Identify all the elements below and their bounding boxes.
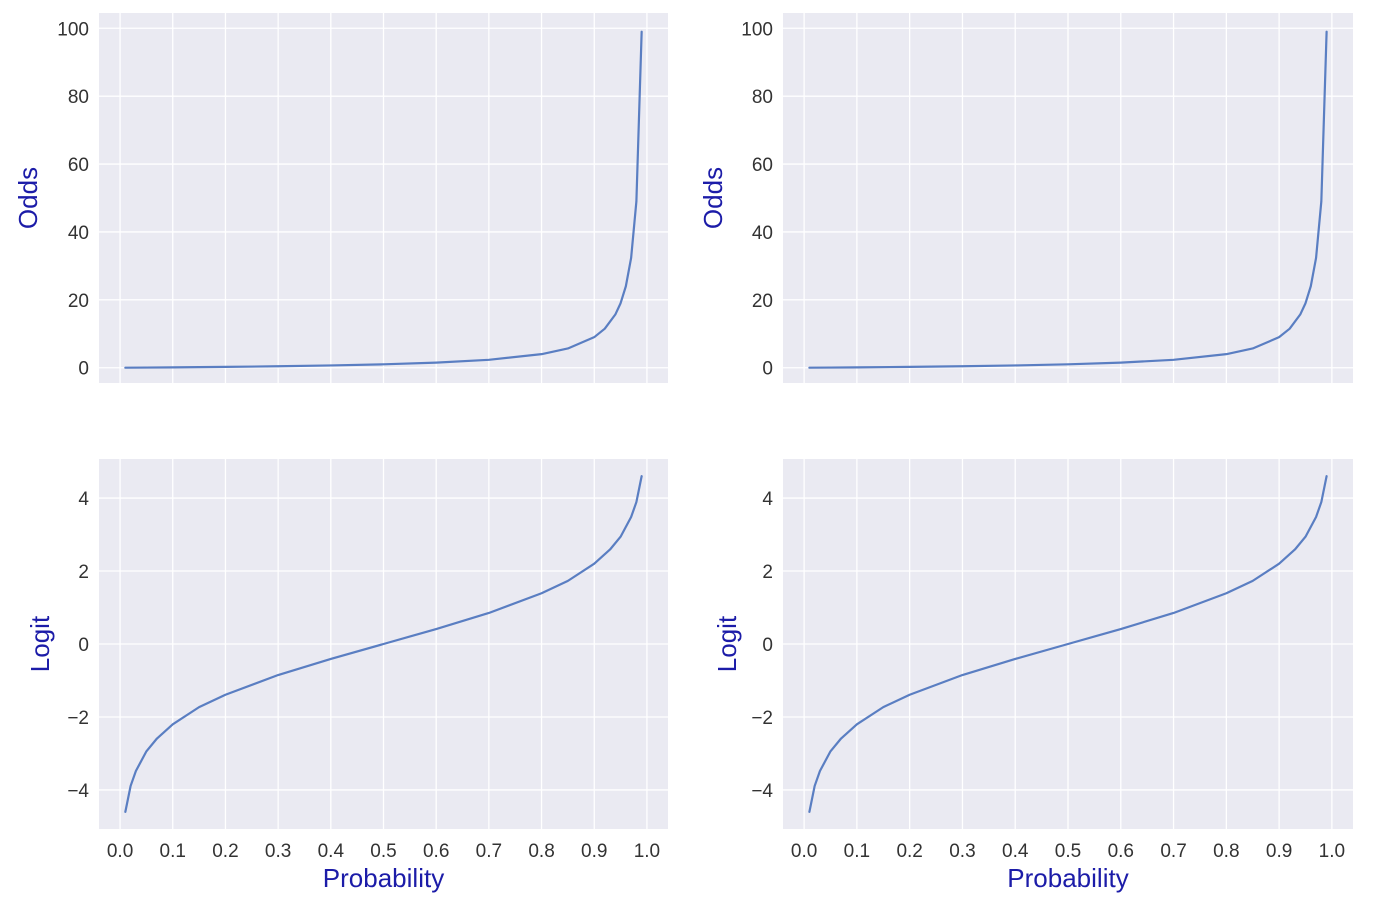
x-tick-label: 0.7 [476,841,502,862]
x-tick-label: 0.7 [1160,841,1186,862]
x-tick-label: 0.9 [581,841,607,862]
x-tick-label: 0.3 [949,841,975,862]
x-tick-label: 0.3 [265,841,291,862]
y-tick-label: −4 [751,781,773,802]
x-tick-label: 0.0 [107,841,133,862]
y-tick-label: 0 [762,635,773,656]
x-tick-label: 0.5 [1055,841,1081,862]
series-line [124,475,643,813]
y-tick-label: −2 [751,708,773,729]
y-tick-label: −2 [67,708,89,729]
y-tick-label: 4 [78,489,89,510]
y-axis-label: Odds [698,167,728,229]
y-tick-label: 60 [68,155,89,176]
series-line [124,30,643,369]
panel-bottom-right: 0.0 0.1 0.2 0.3 0.4 0.5 0.6 0.7 0.8 0.9 1.0 −4 −2 0 2 4… [712,459,1353,893]
y-tick-label: 80 [752,87,773,108]
panel-bottom-left: 0.0 0.1 0.2 0.3 0.4 0.5 0.6 0.7 0.8 0.9 1.0 −4 −2 0 2 4… [25,459,668,893]
y-tick-label: 0 [78,359,89,380]
x-tick-label: 0.8 [1213,841,1239,862]
x-tick-label: 0.9 [1266,841,1292,862]
y-tick-label: 0 [762,359,773,380]
series-line [808,30,1328,369]
x-tick-label: 0.5 [370,841,396,862]
x-tick-label: 0.2 [896,841,922,862]
x-tick-label: 1.0 [634,841,660,862]
y-axis-label: Logit [25,615,55,672]
y-axis-label: Odds [13,167,43,229]
x-tick-label: 0.1 [844,841,870,862]
y-tick-label: 0 [78,635,89,656]
y-tick-label: 20 [68,291,89,312]
x-tick-label: 0.4 [318,841,345,862]
x-tick-label: 0.1 [160,841,186,862]
y-tick-label: 40 [68,223,89,244]
y-tick-label: 2 [78,562,89,583]
y-axis-label: Logit [712,615,742,672]
x-tick-label: 0.0 [791,841,817,862]
y-tick-label: 80 [68,87,89,108]
x-tick-label: 1.0 [1319,841,1345,862]
y-tick-label: 40 [752,223,773,244]
x-tick-label: 0.2 [212,841,238,862]
panel-top-right: 0 20 40 60 80 100 Odds [698,13,1353,383]
x-tick-label: 0.8 [528,841,554,862]
y-tick-label: 100 [57,19,89,40]
x-axis-label: Probability [323,863,444,893]
y-tick-label: −4 [67,781,89,802]
y-tick-label: 100 [741,19,773,40]
y-tick-label: 60 [752,155,773,176]
x-axis-label: Probability [1007,863,1128,893]
y-tick-label: 4 [762,489,773,510]
x-tick-label: 0.4 [1002,841,1029,862]
x-tick-label: 0.6 [423,841,449,862]
panel-top-left: 0 20 40 60 80 100 Odds [13,13,668,383]
series-line [808,475,1328,813]
x-tick-label: 0.6 [1108,841,1134,862]
y-tick-label: 20 [752,291,773,312]
y-tick-label: 2 [762,562,773,583]
